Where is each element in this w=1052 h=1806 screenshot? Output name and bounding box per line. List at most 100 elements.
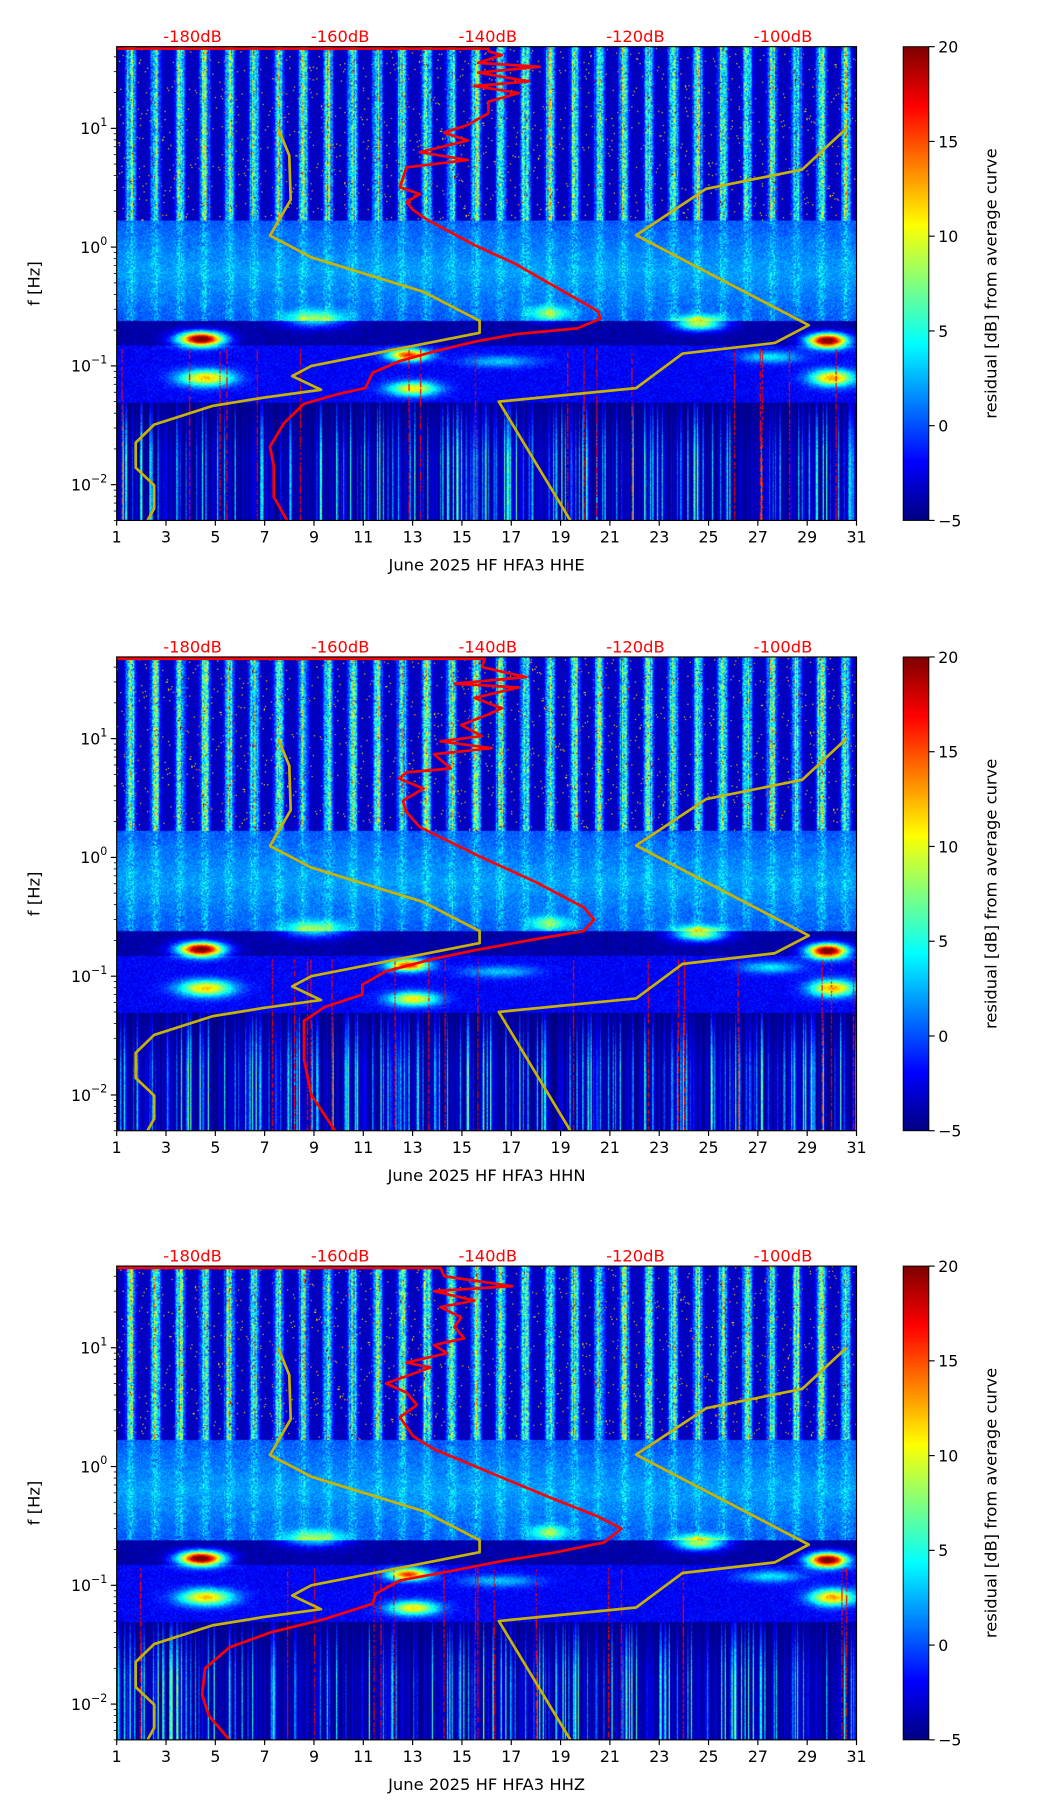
top-db-label: -100dB bbox=[754, 637, 813, 656]
x-tick-label: 29 bbox=[797, 1138, 817, 1157]
spectrogram-heatmap-hhn bbox=[116, 656, 857, 1131]
x-tick-label: 11 bbox=[353, 1138, 373, 1157]
top-db-label: -160dB bbox=[311, 637, 370, 656]
axes-frame bbox=[116, 1265, 858, 1741]
y-tick-label: 10−1 bbox=[71, 1573, 107, 1595]
colorbar-tick-label: −5 bbox=[938, 511, 961, 530]
average-psd-curve bbox=[116, 1266, 623, 1740]
x-tick-label: 31 bbox=[846, 1747, 866, 1766]
x-tick-label: 11 bbox=[353, 1747, 373, 1766]
colorbar-tick-label: −5 bbox=[938, 1731, 961, 1750]
top-db-label: -140dB bbox=[458, 27, 517, 46]
y-tick-base: 10 bbox=[71, 357, 91, 376]
y-tick-label: 101 bbox=[80, 1335, 107, 1357]
low-noise-model-line bbox=[134, 1347, 481, 1740]
high-noise-model-line bbox=[497, 1346, 848, 1740]
axes-frame bbox=[116, 46, 858, 522]
x-tick-label: 1 bbox=[112, 1138, 122, 1157]
y-axis-label: f [Hz] bbox=[25, 261, 44, 306]
x-tick-label: 13 bbox=[403, 1138, 423, 1157]
colorbar-gradient-hhe bbox=[903, 46, 929, 521]
top-db-label: -160dB bbox=[311, 1246, 370, 1265]
y-tick-base: 10 bbox=[80, 119, 100, 138]
top-db-label: -180dB bbox=[163, 27, 222, 46]
x-tick-label: 7 bbox=[260, 528, 270, 547]
low-noise-model-line bbox=[134, 127, 481, 521]
y-tick-base: 10 bbox=[71, 967, 91, 986]
x-axis-label: June 2025 HF HFA3 HHN bbox=[387, 1166, 586, 1185]
axes-frame bbox=[116, 656, 858, 1132]
y-tick-exponent: 0 bbox=[100, 845, 107, 858]
y-tick-label: 10−2 bbox=[71, 1692, 107, 1714]
top-db-label: -160dB bbox=[311, 27, 370, 46]
y-tick-label: 100 bbox=[80, 1454, 107, 1476]
x-tick-label: 17 bbox=[501, 528, 521, 547]
x-tick-label: 5 bbox=[210, 1747, 220, 1766]
top-db-label: -140dB bbox=[458, 1246, 517, 1265]
x-tick-label: 23 bbox=[649, 528, 669, 547]
colorbar-tick-label: 15 bbox=[938, 743, 958, 762]
y-tick-base: 10 bbox=[71, 1695, 91, 1714]
x-tick-label: 29 bbox=[797, 1747, 817, 1766]
colorbar-tick-label: 5 bbox=[938, 1541, 948, 1560]
x-tick-label: 19 bbox=[551, 528, 571, 547]
y-tick-label: 101 bbox=[80, 116, 107, 138]
x-tick-label: 25 bbox=[699, 1747, 719, 1766]
x-tick-label: 1 bbox=[112, 528, 122, 547]
y-tick-exponent: −2 bbox=[91, 1083, 107, 1096]
y-tick-exponent: 0 bbox=[100, 235, 107, 248]
x-tick-label: 13 bbox=[403, 528, 423, 547]
x-tick-label: 21 bbox=[600, 1747, 620, 1766]
y-tick-exponent: −1 bbox=[91, 354, 107, 367]
colorbar-tick-label: 0 bbox=[938, 1027, 948, 1046]
y-tick-base: 10 bbox=[80, 1457, 100, 1476]
y-tick-label: 101 bbox=[80, 726, 107, 748]
x-tick-label: 3 bbox=[161, 1747, 171, 1766]
colorbar-tick-label: 20 bbox=[938, 648, 958, 667]
y-tick-label: 10−1 bbox=[71, 354, 107, 376]
spectrogram-heatmap-hhz bbox=[116, 1266, 857, 1740]
x-tick-label: 19 bbox=[551, 1747, 571, 1766]
average-psd-curve bbox=[116, 657, 596, 1131]
high-noise-model-line bbox=[497, 127, 848, 521]
colorbar-frame bbox=[902, 1265, 930, 1741]
x-tick-label: 23 bbox=[649, 1747, 669, 1766]
y-axis-label: f [Hz] bbox=[25, 872, 44, 917]
top-db-label: -180dB bbox=[163, 637, 222, 656]
y-tick-exponent: 0 bbox=[100, 1454, 107, 1467]
x-tick-label: 7 bbox=[260, 1138, 270, 1157]
curve-layer bbox=[116, 657, 848, 1131]
low-noise-model-line bbox=[134, 738, 481, 1131]
x-tick-label: 23 bbox=[649, 1138, 669, 1157]
x-tick-label: 9 bbox=[309, 1747, 319, 1766]
y-tick-exponent: 1 bbox=[100, 116, 107, 129]
y-tick-exponent: 1 bbox=[100, 726, 107, 739]
colorbar-tick-label: 5 bbox=[938, 932, 948, 951]
colorbar-label: residual [dB] from average curve bbox=[982, 759, 1001, 1029]
colorbar-tick-label: 20 bbox=[938, 38, 958, 57]
top-db-label: -120dB bbox=[606, 637, 665, 656]
top-db-label: -100dB bbox=[754, 1246, 813, 1265]
colorbar-label: residual [dB] from average curve bbox=[982, 1368, 1001, 1638]
curve-layer bbox=[116, 47, 848, 521]
y-tick-label: 100 bbox=[80, 235, 107, 257]
colorbar-tick-label: 10 bbox=[938, 227, 958, 246]
colorbar-gradient-hhz bbox=[903, 1266, 929, 1740]
y-tick-base: 10 bbox=[80, 1339, 100, 1358]
x-tick-label: 29 bbox=[797, 528, 817, 547]
colorbar-label: residual [dB] from average curve bbox=[982, 148, 1001, 418]
x-tick-label: 3 bbox=[161, 1138, 171, 1157]
y-tick-label: 100 bbox=[80, 845, 107, 867]
x-tick-label: 9 bbox=[309, 528, 319, 547]
x-tick-label: 1 bbox=[112, 1747, 122, 1766]
colorbar-tick-label: 15 bbox=[938, 132, 958, 151]
x-tick-label: 21 bbox=[600, 1138, 620, 1157]
y-tick-exponent: −1 bbox=[91, 964, 107, 977]
y-tick-exponent: −1 bbox=[91, 1573, 107, 1586]
x-tick-label: 31 bbox=[846, 1138, 866, 1157]
colorbar-tick-label: 0 bbox=[938, 1636, 948, 1655]
